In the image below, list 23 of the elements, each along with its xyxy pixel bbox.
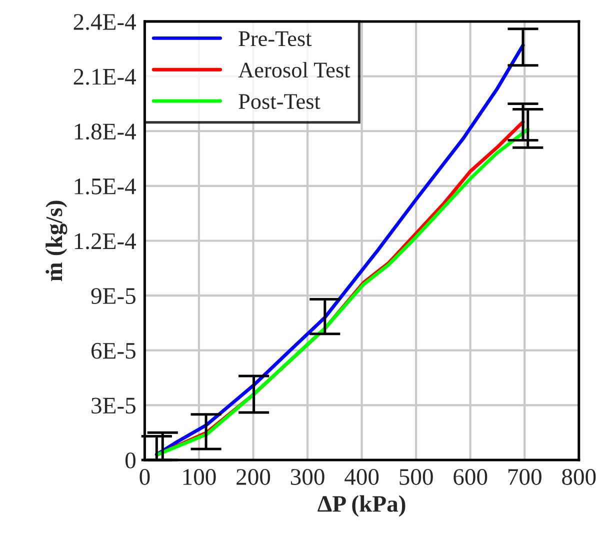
x-tick-label: 600 [454, 469, 488, 485]
y-tick-label: 9E-5 [91, 288, 136, 304]
x-tick-label: 300 [290, 469, 324, 485]
legend-label: Pre-Test [238, 31, 312, 46]
y-tick-label: 1.8E-4 [74, 124, 136, 140]
y-tick-label: 2.4E-4 [74, 14, 136, 30]
y-tick-label: 1.2E-4 [74, 233, 136, 250]
x-tick-label: 200 [236, 469, 270, 485]
x-tick-label: 500 [400, 469, 433, 485]
y-tick-label: 1.5E-4 [74, 178, 136, 194]
x-tick-label: 700 [508, 469, 542, 485]
x-tick-label: 800 [562, 469, 596, 485]
y-axis-title: ṁ (kg/s) [46, 200, 68, 282]
y-tick-label: 3E-5 [92, 398, 136, 414]
x-axis-title: ΔP (kPa) [318, 495, 406, 517]
legend-label: Post-Test [238, 94, 320, 109]
x-tick-label: 0 [140, 469, 150, 485]
y-tick-label: 6E-5 [92, 342, 136, 359]
legend-label: Aerosol Test [238, 62, 350, 78]
x-tick-label: 400 [344, 469, 379, 485]
x-tick-label: 100 [183, 469, 216, 485]
y-tick-label: 0 [125, 452, 136, 468]
y-tick-label: 2.1E-4 [74, 68, 136, 85]
